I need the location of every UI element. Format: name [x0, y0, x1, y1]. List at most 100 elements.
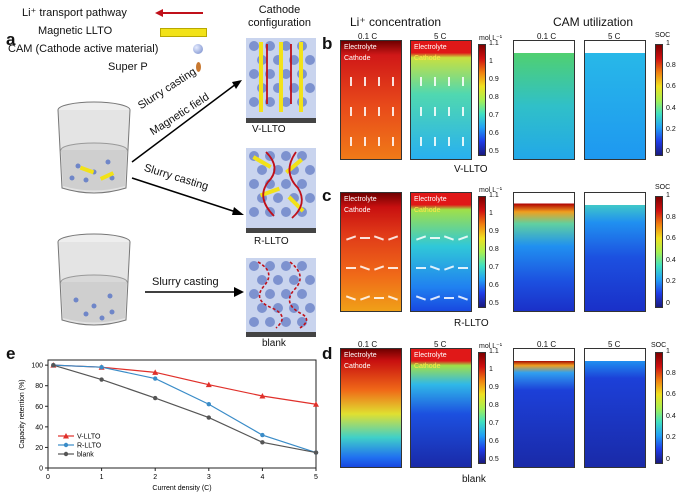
conc-tick: 0.5 — [489, 300, 499, 307]
c-conc-colorbar — [478, 196, 486, 308]
beaker-blank-icon — [57, 233, 131, 326]
legend-marker-R-LLTO — [63, 442, 69, 448]
b-conc-map-fast: Electrolyte Cathode — [410, 40, 472, 160]
soc-tick: 0.4 — [666, 104, 676, 112]
b-slow-cathode-label: Cathode — [344, 55, 371, 62]
d-conc-map-fast: Electrolyte Cathode — [410, 348, 472, 468]
soc-tick: 0.8 — [666, 61, 676, 69]
orientation-mark — [346, 267, 356, 269]
conc-tick: 0.7 — [489, 264, 499, 271]
orientation-mark — [364, 137, 366, 146]
conc-tick: 0.6 — [489, 130, 499, 137]
c-fast-cathode-label: Cathode — [414, 207, 441, 214]
orientation-mark — [364, 107, 366, 116]
soc-tick: 0.6 — [666, 83, 676, 91]
d-slow-electrolyte-label: Electrolyte — [344, 352, 377, 359]
orientation-mark — [434, 137, 436, 146]
v-llto-config-illustration — [246, 38, 316, 123]
conc-tick: 0.8 — [489, 402, 499, 409]
orientation-mark — [360, 265, 370, 271]
legend-superp-label: Super P — [108, 61, 148, 73]
y-tick-label: 0 — [39, 466, 43, 473]
orientation-mark — [392, 107, 394, 116]
beaker-llto-icon — [57, 101, 131, 194]
orientation-mark — [392, 137, 394, 146]
soc-tick: 0.4 — [666, 256, 676, 264]
data-point-blank — [260, 440, 265, 445]
c-soc-unit: SOC — [655, 184, 671, 191]
b-conc-map-slow: Electrolyte Cathode — [340, 40, 402, 160]
data-point-blank — [153, 395, 158, 401]
y-tick-label: 60 — [35, 404, 43, 411]
plot-frame — [47, 359, 317, 469]
orientation-mark — [458, 235, 468, 241]
d-conc-colorbar — [478, 352, 486, 464]
conc-tick: 0.9 — [489, 76, 499, 83]
d-soc-map-fast — [584, 348, 646, 468]
orientation-mark — [374, 297, 384, 299]
legend-llto-label: Magnetic LLTO — [38, 25, 113, 37]
orientation-mark — [420, 137, 422, 146]
cathode-config-title: Cathode configuration — [248, 4, 311, 29]
c-sample-label: R-LLTO — [454, 318, 489, 329]
conc-tick: 0.9 — [489, 228, 499, 235]
legend-marker-blank — [63, 451, 69, 457]
orientation-mark — [378, 77, 380, 86]
orientation-mark — [458, 267, 468, 269]
c-slow-cathode-label: Cathode — [344, 207, 371, 214]
llto-rod-icon — [160, 28, 207, 37]
data-point-V-LLTO — [313, 401, 319, 407]
c-soc-map-slow — [513, 192, 575, 312]
conc-tick: 0.5 — [489, 148, 499, 155]
panel-label-a: a — [6, 30, 16, 49]
x-tick-label: 1 — [100, 474, 104, 481]
b-soc-colorbar — [655, 44, 663, 156]
orientation-mark — [360, 295, 370, 301]
conc-tick: 1.1 — [489, 192, 499, 199]
soc-tick: 1 — [666, 348, 670, 355]
x-tick-label: 0 — [46, 474, 50, 481]
data-point-R-LLTO — [153, 376, 158, 381]
soc-tick: 0.2 — [666, 434, 676, 442]
li-pathway-arrow-icon — [155, 9, 203, 17]
orientation-mark — [416, 235, 426, 241]
d-conc-rate-fast: 5 C — [434, 340, 447, 349]
conc-tick: 0.7 — [489, 112, 499, 119]
y-tick-label: 20 — [35, 445, 43, 452]
d-conc-unit: mol L⁻¹ — [479, 343, 503, 350]
c-conc-unit: mol L⁻¹ — [479, 187, 503, 194]
soc-tick: 0.2 — [666, 126, 676, 134]
b-conc-unit: mol L⁻¹ — [479, 35, 503, 42]
orientation-mark — [346, 295, 356, 301]
soc-tick: 0.8 — [666, 213, 676, 221]
soc-tick: 1 — [666, 40, 670, 47]
data-point-blank — [51, 362, 56, 368]
blank-config-illustration — [246, 258, 316, 337]
x-tick-label: 3 — [207, 474, 211, 481]
orientation-mark — [416, 295, 426, 301]
soc-tick: 0.8 — [666, 369, 676, 377]
legend-li-pathway-label: Li⁺ transport pathway — [22, 7, 127, 19]
d-sample-label: blank — [462, 474, 486, 485]
c-slow-electrolyte-label: Electrolyte — [344, 196, 377, 203]
orientation-mark — [444, 265, 454, 271]
r-llto-config-illustration — [246, 148, 316, 233]
y-tick-label: 40 — [35, 424, 43, 431]
legend-cam-label: CAM (Cathode active material) — [8, 43, 159, 55]
y-tick-label: 80 — [35, 383, 43, 390]
d-soc-unit: SOC — [651, 342, 667, 349]
x-tick-label: 2 — [153, 474, 157, 481]
cam-utilization-header: CAM utilization — [553, 15, 634, 29]
orientation-mark — [444, 297, 454, 299]
panel-label-c: c — [322, 186, 332, 205]
super-p-icon — [196, 62, 201, 72]
b-soc-rate-slow: 0.1 C — [537, 32, 557, 41]
d-conc-map-slow: Electrolyte Cathode — [340, 348, 402, 468]
panel-label-b: b — [322, 34, 333, 53]
blank-config-label: blank — [262, 338, 286, 349]
capacity-retention-chart: 0 1 2 3 4 5 0 20 40 60 80 100 Current density (C) Cap… — [19, 359, 319, 492]
orientation-mark — [444, 235, 454, 241]
data-point-blank — [99, 377, 104, 382]
x-tick-label: 4 — [260, 474, 264, 481]
d-soc-rate-fast: 5 C — [608, 340, 621, 349]
